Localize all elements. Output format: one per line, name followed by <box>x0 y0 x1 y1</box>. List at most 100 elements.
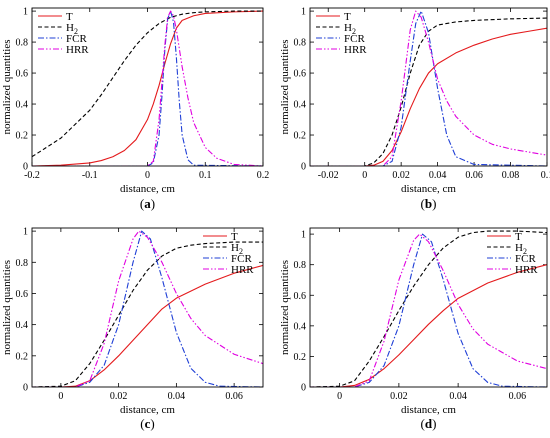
panel-caption: (d) <box>421 416 437 431</box>
series-line-fcr <box>32 230 263 387</box>
legend-label-t: T <box>515 231 522 243</box>
legend-subscript: 2 <box>352 27 356 36</box>
series-line-h2 <box>310 230 547 387</box>
legend-label-fcr: FCR <box>344 33 365 45</box>
x-tick-label: 0.08 <box>502 170 520 181</box>
y-tick-label: 0.6 <box>294 291 307 302</box>
x-tick-label: 0.04 <box>168 391 186 402</box>
y-tick-label: 0.8 <box>294 38 307 49</box>
y-tick-label: 1 <box>23 227 28 238</box>
x-tick-label: 0.02 <box>110 391 128 402</box>
panel-c: 0 0.02 0.04 0.06 0 0.2 0.4 0.6 0.8 1 distance, cm n… <box>1 227 264 431</box>
caption-close: ) <box>432 196 436 211</box>
y-tick-label: 0.2 <box>294 131 307 142</box>
x-tick-label: -0.2 <box>24 170 40 181</box>
y-tick-label: 1 <box>23 7 28 18</box>
legend-label-hrr: HRR <box>66 44 89 56</box>
caption-close: ) <box>150 416 154 431</box>
caption-letter: d <box>425 416 433 431</box>
caption-open: ( <box>140 196 144 211</box>
x-tick-label: 0.02 <box>390 391 408 402</box>
series-line-t <box>32 264 263 387</box>
y-tick-label: 0.2 <box>294 352 307 363</box>
series-line-fcr <box>310 10 547 166</box>
y-tick-label: 0.2 <box>16 131 29 142</box>
x-tick-label: 0.06 <box>465 170 483 181</box>
legend-subscript: 2 <box>74 27 78 36</box>
y-tick-label: 0.4 <box>294 100 307 111</box>
y-tick-label: 0 <box>23 162 28 173</box>
x-tick-label: 0 <box>337 391 342 402</box>
y-tick-label: 0.6 <box>16 289 29 300</box>
legend-label-h2: H2 <box>66 22 78 36</box>
y-tick-label: 0.8 <box>16 258 29 269</box>
series-line-t <box>32 10 263 166</box>
plot-frame <box>31 7 264 167</box>
x-tick-label: 0.1 <box>541 170 550 181</box>
series-line-h2 <box>32 241 263 387</box>
caption-letter: c <box>145 416 151 431</box>
y-axis-label: normalized quantities <box>279 260 291 355</box>
caption-open: ( <box>421 196 425 211</box>
x-axis-label: distance, cm <box>401 183 456 195</box>
series-line-h2 <box>32 10 263 158</box>
series-line-t <box>310 264 547 387</box>
panel-caption: (c) <box>140 416 154 431</box>
legend-label-h2: H2 <box>344 22 356 36</box>
y-tick-label: 0.4 <box>16 100 29 111</box>
series-line-h2 <box>310 17 547 166</box>
y-tick-label: 0.6 <box>294 69 307 80</box>
y-axis-label: normalized quantities <box>279 40 291 135</box>
y-tick-label: 1 <box>301 7 306 18</box>
legend-label-fcr: FCR <box>515 253 536 265</box>
series-group <box>32 10 263 166</box>
series-line-hrr <box>32 10 263 166</box>
caption-close: ) <box>432 416 436 431</box>
y-tick-label: 0.8 <box>16 38 29 49</box>
legend-label-fcr: FCR <box>231 253 252 265</box>
x-tick-label: 0.06 <box>509 391 527 402</box>
series-line-hrr <box>32 230 263 387</box>
x-tick-label: 0 <box>145 170 150 181</box>
series-line-hrr <box>310 233 547 387</box>
y-tick-label: 0.4 <box>294 321 307 332</box>
x-axis-label: distance, cm <box>120 183 175 195</box>
legend-label-hrr: HRR <box>344 44 367 56</box>
y-tick-label: 0 <box>23 383 28 394</box>
x-tick-label: 0 <box>362 170 367 181</box>
series-group <box>310 10 547 166</box>
legend-label-t: T <box>344 11 351 23</box>
plot-frame <box>309 227 548 388</box>
series-line-t <box>310 27 547 166</box>
legend-label-t: T <box>231 231 238 243</box>
x-tick-label: 0.04 <box>449 391 467 402</box>
series-line-fcr <box>310 233 547 387</box>
panel-caption: (b) <box>421 196 437 211</box>
caption-open: ( <box>421 416 425 431</box>
y-tick-label: 0.4 <box>16 320 29 331</box>
series-group <box>310 230 547 387</box>
y-tick-label: 0.6 <box>16 69 29 80</box>
x-tick-label: 0 <box>58 391 63 402</box>
panel-d: 0 0.02 0.04 0.06 0 0.2 0.4 0.6 0.8 1 distance, cm n… <box>279 227 548 431</box>
series-line-hrr <box>310 10 547 166</box>
series-line-fcr <box>32 10 263 166</box>
y-tick-label: 0 <box>301 383 306 394</box>
x-tick-label: 0.02 <box>392 170 410 181</box>
caption-letter: b <box>425 196 432 211</box>
y-axis-label: normalized quantities <box>1 40 13 135</box>
caption-letter: a <box>144 196 151 211</box>
y-tick-label: 1 <box>301 230 306 241</box>
x-tick-label: -0.1 <box>82 170 98 181</box>
legend-label-fcr: FCR <box>66 33 87 45</box>
x-tick-label: -0.02 <box>318 170 339 181</box>
y-tick-label: 0.2 <box>16 351 29 362</box>
panel-caption: (a) <box>140 196 155 211</box>
plot-frame <box>309 7 548 167</box>
legend-subscript: 2 <box>239 247 243 256</box>
series-group <box>32 230 263 387</box>
legend-label-h2: H2 <box>515 242 527 256</box>
panel-b: -0.02 0 0.02 0.04 0.06 0.08 0.1 0 0.2 0.4 0.6 0.8 1 d… <box>279 7 550 211</box>
y-tick-label: 0.8 <box>294 260 307 271</box>
caption-close: ) <box>151 196 155 211</box>
